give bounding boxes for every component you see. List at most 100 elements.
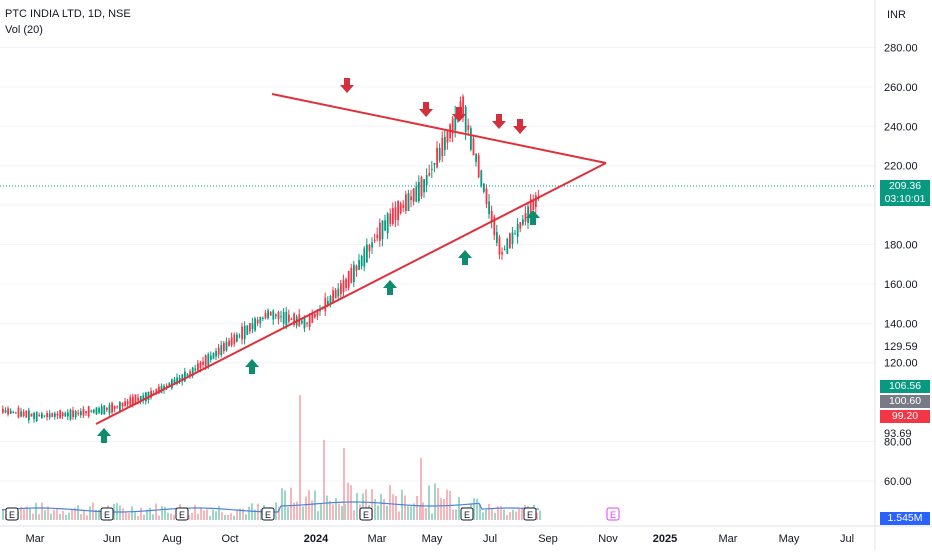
candle-body (168, 383, 171, 387)
y-tick-label: 160.00 (884, 279, 918, 291)
volume-bar (149, 507, 151, 520)
volume-bar (392, 494, 394, 520)
volume-bar (329, 501, 331, 520)
x-tick-label: Mar (368, 533, 387, 545)
volume-bar (404, 495, 406, 520)
candle-body (303, 317, 306, 329)
down-arrow-marker (452, 107, 466, 122)
volume-bar (377, 505, 379, 520)
candle-body (425, 175, 428, 186)
y-tick-label: 180.00 (884, 240, 918, 252)
volume-bar (398, 511, 400, 520)
candle-body (210, 355, 212, 360)
volume-bar (362, 493, 364, 520)
trendline-upper-resistance (271, 93, 607, 164)
volume-bar (161, 506, 163, 520)
candle-body (103, 405, 106, 415)
volume-bar (86, 515, 88, 520)
current-price-tag: 209.36 03:10:01 (880, 180, 930, 206)
candle-body (2, 408, 4, 413)
candle-body (412, 188, 415, 202)
volume-bar (194, 504, 196, 520)
candle-body (132, 396, 134, 405)
volume-bar (173, 514, 175, 520)
candle-body (64, 412, 67, 417)
volume-bar (35, 502, 37, 520)
candle-body (264, 312, 267, 319)
candle-body (155, 389, 158, 395)
candle-body (394, 207, 397, 220)
volume-bar (287, 507, 289, 520)
candle-body (243, 325, 246, 340)
down-arrow-marker (340, 78, 354, 93)
volume-bar (371, 489, 373, 520)
x-tick-label: Jul (840, 533, 854, 545)
volume-bar (53, 509, 55, 520)
volume-bar (383, 499, 385, 520)
volume-bar (71, 509, 73, 520)
volume-bar (89, 506, 91, 520)
y-tick-label: 260.00 (884, 82, 918, 94)
x-tick-label: Jul (483, 533, 497, 545)
candle-body (379, 222, 381, 241)
volume-bar (152, 514, 154, 520)
y-tick-label: 220.00 (884, 161, 918, 173)
candle-body (514, 233, 516, 235)
volume-bar (59, 513, 61, 520)
volume-indicator-label: Vol (20) (5, 24, 43, 36)
volume-bar (284, 490, 286, 520)
candle-body (150, 390, 152, 398)
volume-bar (233, 515, 235, 520)
volume-bar (50, 513, 52, 520)
candle-body (275, 314, 277, 317)
candle-body (285, 311, 288, 326)
volume-bar (227, 514, 229, 520)
volume-bar (416, 495, 418, 520)
candle-body (311, 312, 314, 323)
volume-bar (155, 503, 157, 520)
candle-body (397, 200, 399, 221)
current-price-value: 209.36 (888, 180, 922, 192)
candle-body (61, 412, 64, 417)
candle-body (220, 345, 223, 356)
candle-body (134, 394, 137, 405)
volume-spike-bar (420, 458, 422, 520)
candle-body (373, 239, 376, 242)
earnings-marker-label: E (9, 510, 15, 520)
volume-bar (452, 509, 454, 520)
volume-spike-bar (343, 448, 345, 520)
down-arrow-marker (513, 119, 527, 134)
volume-bar (386, 505, 388, 520)
candle-body (33, 412, 35, 420)
candle-body (467, 125, 470, 131)
candle-body (4, 410, 7, 413)
y-tick-label: 80.00 (884, 437, 912, 449)
candle-body (119, 401, 121, 411)
price-tag-gray: 100.60 (880, 395, 930, 408)
candle-body (184, 371, 186, 382)
candle-body (358, 260, 360, 270)
volume-bar (224, 514, 226, 520)
volume-bar (425, 508, 427, 520)
candle-body (314, 313, 316, 318)
volume-bar (23, 509, 25, 520)
candle-body (35, 411, 38, 422)
candle-body (165, 385, 168, 387)
volume-bar (248, 506, 250, 520)
candle-body (501, 252, 503, 255)
volume-bar (335, 498, 337, 520)
candle-body (532, 200, 535, 211)
volume-bar (515, 511, 517, 520)
volume-bar (68, 512, 70, 520)
volume-bar (296, 501, 298, 520)
candle-body (124, 401, 126, 406)
candle-body (327, 300, 329, 305)
x-tick-label: May (779, 533, 800, 545)
volume-bar (32, 513, 34, 520)
candle-body (316, 309, 319, 316)
volume-bar (326, 495, 328, 520)
y-tick-label: 120.00 (884, 358, 918, 370)
down-arrow-marker (492, 114, 506, 129)
